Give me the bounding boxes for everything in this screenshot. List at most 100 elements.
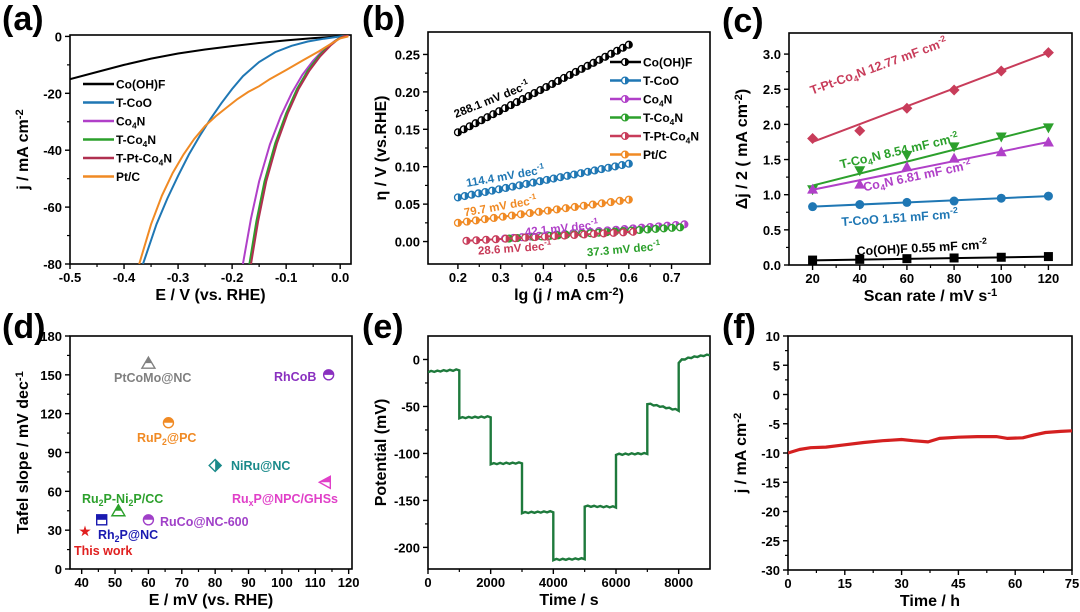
x-tick-label: 30 <box>894 576 908 591</box>
legend-label: T-Pt-Co4​N <box>643 130 699 146</box>
data-point-fill <box>525 234 529 242</box>
fit-line-T-CoO <box>812 195 1049 208</box>
data-point-fill <box>565 204 570 212</box>
x-tick-label: -0.2 <box>221 270 243 285</box>
data-point-fill <box>485 188 489 196</box>
fit-line-T-Pt-Co4N <box>812 51 1049 143</box>
data-point-Rh2P@NC <box>96 514 108 526</box>
x-tick-label: 60 <box>141 575 155 590</box>
data-point-fill <box>584 231 588 238</box>
data-point-fill <box>583 202 588 210</box>
plot-frame <box>787 335 1073 571</box>
data-point-fill <box>574 203 579 211</box>
y-tick-label: 0 <box>55 29 62 44</box>
x-tick-label: 20 <box>805 271 819 286</box>
panel-label: (d) <box>2 308 45 346</box>
data-point-fill <box>535 233 539 241</box>
x-tick-label: -0.3 <box>167 270 189 285</box>
series-line-Co(OH)F <box>70 35 349 81</box>
x-tick-label: 0.3 <box>492 270 510 285</box>
data-point <box>854 125 866 137</box>
x-axis-title: E / V (vs. RHE) <box>155 287 265 304</box>
plot-frame <box>69 34 352 265</box>
y-tick-label: 90 <box>48 446 62 461</box>
x-tick-label: 6000 <box>602 575 631 590</box>
marker-fill <box>144 357 152 364</box>
panel-e: (e) 0 2000 4000 6000 8000 0 -50 -100 -150 -200 Time… <box>362 308 711 609</box>
data-point-fill <box>464 192 469 200</box>
data-point-fill <box>529 209 534 217</box>
legend-label: T-Co4​N <box>116 133 156 149</box>
y-tick-label: 1.5 <box>763 153 781 168</box>
tafel-annotation: 28.6 mV dec-1​ <box>477 237 552 257</box>
data-point-fill <box>533 179 537 186</box>
plot-frame <box>427 31 711 265</box>
data-point-fill <box>628 41 633 49</box>
data-point-fill <box>628 160 633 168</box>
panel-b: (b) 0.2 0.3 0.4 0.5 0.6 0.7 0.00 0.05 0.10 0.15 0.2… <box>362 0 711 304</box>
plot-frame <box>788 32 1073 266</box>
data-point-fill <box>580 169 585 177</box>
x-axis-title: Time / h <box>900 593 960 610</box>
data-point <box>948 142 960 153</box>
tafel-annotation: 37.3 mV dec-1​ <box>586 238 661 259</box>
x-tick-label: 40 <box>853 271 867 286</box>
legend-marker-fill <box>625 114 629 121</box>
data-point-fill <box>493 214 498 222</box>
panel-c: (c) 20 40 60 80 100 120 0.0 0.5 1.0 1.5 2.0 2.5 3.0 Sc… <box>722 2 1073 305</box>
y-tick-label: 180 <box>40 329 62 344</box>
data-point-fill <box>621 161 626 169</box>
data-point-fill <box>594 167 599 174</box>
data-point-fill <box>680 223 684 231</box>
data-point-fill <box>457 193 462 201</box>
data-point <box>901 102 913 114</box>
y-tick-label: 0.5 <box>763 223 781 238</box>
plot-area <box>788 429 1072 455</box>
x-tick-label: 45 <box>951 576 965 591</box>
y-tick-label: -200 <box>394 540 420 555</box>
point-label: RuCo@NC-600 <box>160 515 249 529</box>
y-tick-label: -25 <box>761 534 780 549</box>
data-point <box>854 178 866 189</box>
data-point-fill <box>684 220 688 228</box>
y-tick-label: -150 <box>394 493 420 508</box>
data-point-NiRu@NC <box>208 458 223 473</box>
y-tick-label: -30 <box>761 563 780 578</box>
series-line-T-Pt-Co4N <box>250 35 350 264</box>
series-line-Co4N <box>241 35 348 264</box>
y-axis-title: Potential (mV) <box>373 399 390 507</box>
data-point-fill <box>610 198 615 206</box>
data-point <box>901 150 913 161</box>
y-tick-label: 5 <box>773 358 780 373</box>
legend-label: Co4​N <box>643 93 672 109</box>
x-tick-label: 0.5 <box>577 270 595 285</box>
x-tick-label: 2000 <box>476 575 505 590</box>
data-point-fill <box>476 236 480 244</box>
legend-label: T-CoO <box>643 74 679 88</box>
data-point-fill <box>593 230 598 238</box>
legend-marker-fill <box>625 151 629 158</box>
data-point <box>1042 123 1054 134</box>
data-point-fill <box>478 189 482 197</box>
data-point-fill <box>502 213 507 221</box>
y-tick-label: 0 <box>773 388 780 403</box>
data-point-fill <box>567 172 571 180</box>
data-point-fill <box>574 231 578 239</box>
plot-area <box>70 35 350 264</box>
data-point <box>902 197 912 207</box>
x-tick-label: 80 <box>947 271 961 286</box>
x-tick-label: 120 <box>338 575 360 590</box>
data-point <box>1043 191 1053 201</box>
data-point <box>807 183 819 194</box>
data-point-fill <box>639 226 643 234</box>
x-tick-label: 120 <box>1038 271 1060 286</box>
x-tick-label: -0.4 <box>113 270 136 285</box>
y-tick-label: -15 <box>761 475 780 490</box>
data-point-fill <box>466 218 471 226</box>
data-point <box>1042 136 1054 147</box>
current-line <box>788 429 1072 455</box>
data-point-fill <box>505 184 510 192</box>
y-tick-label: 3.0 <box>763 47 781 62</box>
data-point-fill <box>498 185 503 193</box>
data-point-fill <box>519 181 523 189</box>
